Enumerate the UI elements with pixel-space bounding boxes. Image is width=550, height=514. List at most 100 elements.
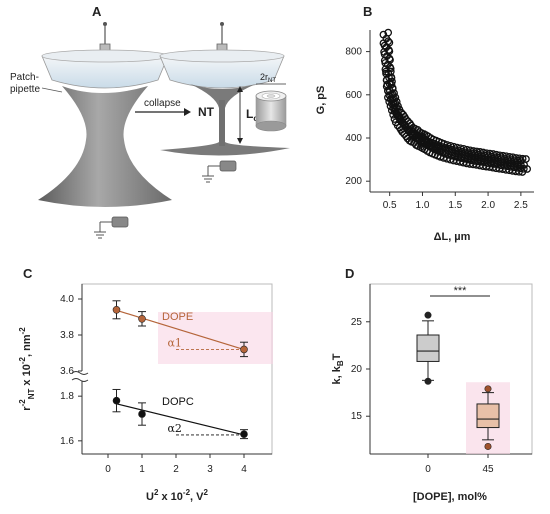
c-data-point-dope: [138, 314, 146, 323]
c-y-ticks: 3.6 3.8 4.0 1.6 1.8: [60, 294, 82, 447]
b-y-tick-label: 800: [345, 47, 362, 58]
c-axis-break-icon: [71, 371, 89, 382]
c-fit-line-dopc: [116, 403, 245, 436]
d-outlier: [424, 311, 432, 319]
c-highlights: [158, 312, 273, 364]
c-slope-label: α2: [168, 422, 182, 435]
patch-pipette-label: Patch-: [10, 72, 39, 83]
c-x-ticks: 0 1 2 3 4: [105, 454, 247, 475]
d-y-ticks: 15 20 25: [351, 317, 370, 422]
d-box: [416, 334, 440, 362]
collapse-arrow: collapse: [135, 98, 191, 116]
rnt-label: 2rNT: [260, 72, 276, 84]
pipette-bowl-left: [41, 55, 169, 89]
b-x-ticks: 0.5 1.0 1.5 2.0 2.5: [383, 192, 528, 211]
b-y-label: G, pS: [315, 86, 327, 115]
b-data-point: [379, 30, 388, 39]
b-y-ticks: 200 400 600 800: [345, 47, 370, 187]
b-data-point: [517, 157, 526, 165]
b-y-tick-label: 200: [345, 176, 362, 187]
c-x-tick-label: 0: [105, 464, 111, 475]
c-data-point-dope: [240, 345, 248, 354]
c-data-point-dopc: [138, 410, 146, 418]
dope-highlight: [158, 312, 273, 364]
c-data-point-dope: [112, 305, 121, 314]
c-x-tick-label: 3: [207, 464, 213, 475]
d-x-ticks: 0 45: [425, 454, 494, 475]
b-data-point: [523, 165, 532, 173]
d-outlier: [484, 442, 492, 450]
c-series-label-dopc: DOPC: [162, 396, 194, 408]
b-data-point: [387, 80, 396, 89]
d-outlier: [424, 377, 432, 385]
c-data-point-dopc: [112, 396, 121, 405]
pipette-setup-left: Patch- pipette: [10, 22, 172, 239]
nanotube: [219, 100, 225, 146]
nt-label: NT: [198, 105, 215, 119]
b-x-tick-label: 2.0: [481, 200, 495, 211]
d-y-tick-label: 20: [351, 364, 363, 375]
membrane-base: [160, 140, 290, 156]
b-data-point: [385, 54, 394, 63]
b-data-point: [384, 37, 393, 46]
nanotube-cross-section-icon: 2rNT: [255, 72, 287, 132]
significance-label: ***: [454, 285, 468, 297]
panel-c: C 0 1 2 3 4 3.6 3.8 4.0 1.6 1.8 α1 DOPE α2 DOPC U2 …: [18, 266, 273, 503]
d-x-label: [DOPE], mol%: [413, 491, 487, 503]
panel-label-b: B: [363, 4, 372, 19]
pipette-bowl-right: [159, 55, 285, 89]
b-data-point: [522, 155, 530, 163]
panel-label-c: C: [23, 266, 33, 281]
electrode-right: [202, 160, 237, 183]
b-data-point: [384, 28, 393, 37]
d-x-tick-label: 45: [482, 464, 494, 475]
panel-b: B 0.5 1.0 1.5 2.0 2.5 200 400 600 800 ΔL, µm G,…: [315, 4, 534, 243]
d-y-tick-label: 15: [351, 411, 363, 422]
b-data-point: [514, 156, 522, 165]
b-data-point: [392, 97, 401, 106]
b-x-tick-label: 2.5: [514, 200, 528, 211]
b-data-point: [390, 89, 398, 97]
d-outlier: [484, 385, 492, 393]
panel-label-d: D: [345, 266, 354, 281]
membrane-catenoid: [38, 86, 172, 207]
electrode-left: [94, 216, 129, 239]
b-data-point: [435, 142, 444, 150]
b-data-point: [391, 93, 400, 102]
c-y-label: r-2NT x 10-2, nm-2: [18, 327, 36, 411]
b-data-point: [380, 48, 388, 56]
b-x-label: ΔL, µm: [434, 231, 471, 243]
b-data-point: [386, 63, 395, 72]
c-slope-label: α1: [168, 337, 182, 350]
b-x-tick-label: 0.5: [383, 200, 397, 211]
c-data-point-dopc: [240, 430, 248, 438]
d-y-label: k, kBT: [331, 353, 345, 384]
c-y-tick-label: 3.8: [60, 330, 74, 341]
c-x-tick-label: 4: [241, 464, 247, 475]
collapse-label: collapse: [144, 98, 181, 109]
b-data-point: [388, 84, 397, 93]
b-data-point: [379, 39, 388, 48]
panel-a: A Patch- pipette collaps: [10, 4, 290, 239]
pipette-setup-right: NT Lc: [159, 22, 290, 183]
c-x-tick-label: 2: [173, 464, 179, 475]
c-series: α1 DOPE α2 DOPC: [112, 300, 248, 440]
b-x-tick-label: 1.5: [448, 200, 462, 211]
d-x-tick-label: 0: [425, 464, 431, 475]
d-boxes: [416, 311, 510, 454]
b-data-point: [385, 46, 393, 54]
b-y-tick-label: 600: [345, 90, 362, 101]
c-x-tick-label: 1: [139, 464, 145, 475]
panel-label-a: A: [92, 4, 102, 19]
c-fit-line-dope: [116, 309, 245, 351]
c-y-tick-label: 3.6: [60, 366, 74, 377]
c-x-label: U2 x 10-2, V2: [146, 488, 208, 503]
b-scatter-points: [379, 28, 532, 176]
d-y-tick-label: 25: [351, 317, 363, 328]
b-data-point: [380, 56, 389, 65]
c-y-tick-label: 4.0: [60, 294, 74, 305]
b-y-tick-label: 400: [345, 133, 362, 144]
panel-d: D 15 20 25 0 45 *** [DOPE], mol% k, kBT: [331, 266, 533, 503]
c-series-label-dope: DOPE: [162, 311, 193, 323]
